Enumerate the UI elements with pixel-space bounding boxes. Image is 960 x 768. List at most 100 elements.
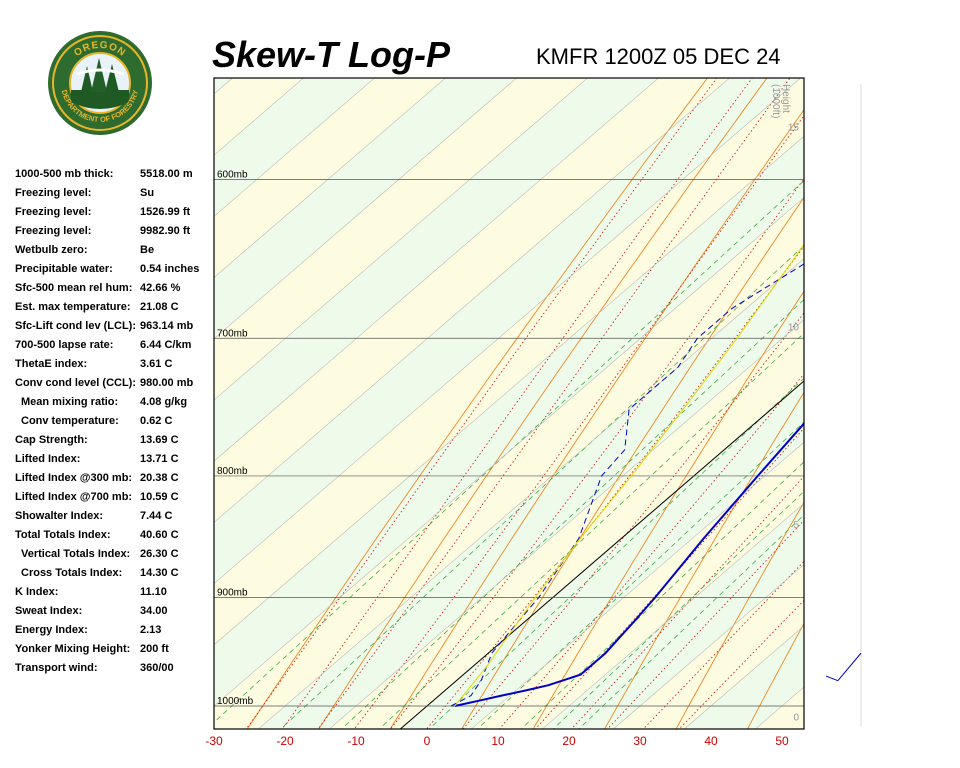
index-value: 2.13 (140, 624, 162, 636)
x-tick-label: 10 (491, 734, 505, 748)
index-row: 700-500 lapse rate: 6.44 C/km (15, 339, 215, 358)
index-label: Mean mixing ratio: (21, 396, 119, 408)
index-row: Mean mixing ratio: 4.08 g/kg (15, 396, 215, 415)
index-label: Total Totals Index: (15, 529, 111, 541)
index-label: Lifted Index @300 mb: (15, 472, 133, 484)
index-label: Precipitable water: (15, 263, 113, 275)
index-label: Freezing level: (15, 206, 92, 218)
pressure-label: 1000mb (217, 696, 254, 707)
index-value: 4.08 g/kg (140, 396, 188, 408)
mixing-ratio-line (280, 245, 804, 729)
index-label: ThetaE index: (15, 358, 88, 370)
height-tick-label: 0 (793, 712, 799, 723)
dry-adiabat (675, 501, 804, 729)
index-label: 1000-500 mb thick: (15, 168, 114, 180)
index-row: Lifted Index: 13.71 C (15, 453, 215, 472)
dry-adiabat (949, 0, 960, 756)
moist-adiabat (389, 177, 804, 729)
moist-adiabat (678, 599, 804, 729)
index-value: Su (140, 187, 155, 199)
index-value: 0.54 inches (140, 263, 200, 275)
index-label: Lifted Index @700 mb: (15, 491, 133, 503)
wind-barb-staff (837, 652, 862, 682)
index-value: 13.69 C (140, 434, 179, 446)
index-value: 40.60 C (140, 529, 179, 541)
temperature-band (214, 197, 804, 729)
index-row: Cap Strength: 13.69 C (15, 434, 215, 453)
index-row: Yonker Mixing Height: 200 ft (15, 643, 215, 662)
pressure-label: 900mb (217, 587, 248, 598)
index-value: 11.10 (140, 586, 167, 598)
index-label: Sfc-Lift cond lev (LCL): (15, 320, 136, 332)
mixing-ratio-line (378, 332, 804, 729)
index-row: Lifted Index @700 mb: 10.59 C (15, 491, 215, 510)
index-value: 7.44 C (140, 510, 173, 522)
height-tick-label: 10 (788, 322, 800, 333)
parcel-line (454, 243, 804, 707)
dry-adiabat (532, 290, 804, 729)
index-value: 5518.00 m (140, 168, 193, 180)
mixing-ratio-line (340, 299, 804, 729)
x-tick-label: -20 (276, 734, 294, 748)
plot-frame (213, 77, 805, 730)
index-row: Est. max temperature: 21.08 C (15, 301, 215, 320)
index-row: Freezing level: 9982.90 ft (15, 225, 215, 244)
wind-barb (825, 652, 862, 682)
index-label: Freezing level: (15, 225, 92, 237)
dry-adiabat (318, 78, 768, 729)
index-label: Est. max temperature: (15, 301, 131, 313)
index-row: Precipitable water: 0.54 inches (15, 263, 215, 282)
index-row: Conv cond level (CCL): 980.00 mb (15, 377, 215, 396)
index-label: Showalter Index: (15, 510, 104, 522)
index-value: 34.00 (140, 605, 168, 617)
wind-barb-flag (825, 675, 839, 682)
index-value: 13.71 C (140, 453, 179, 465)
temperature-line (454, 422, 804, 707)
dry-adiabat (805, 0, 960, 756)
pressure-label: 600mb (217, 169, 248, 180)
freezing-isotherm (399, 380, 804, 729)
x-tick-label: -30 (205, 734, 223, 748)
index-label: Freezing level: (15, 187, 92, 199)
index-row: Freezing level: Su (15, 187, 215, 206)
index-value: 0.62 C (140, 415, 173, 427)
index-label: 700-500 lapse rate: (15, 339, 114, 351)
index-row: Cross Totals Index: 14.30 C (15, 567, 215, 586)
index-value: 200 ft (140, 643, 169, 655)
index-row: Conv temperature: 0.62 C (15, 415, 215, 434)
x-tick-label: 40 (704, 734, 718, 748)
height-tick-label: 15 (788, 122, 800, 133)
index-value: 1526.99 ft (140, 206, 191, 218)
moist-adiabat (534, 427, 804, 729)
index-label: Lifted Index: (15, 453, 81, 465)
station-time-label: KMFR 1200Z 05 DEC 24 (536, 44, 781, 69)
dewpoint-line (450, 263, 804, 707)
isotherm (795, 0, 960, 756)
pressure-label: 800mb (217, 466, 248, 477)
index-label: Sweat Index: (15, 605, 83, 617)
index-value: 20.38 C (140, 472, 179, 484)
index-value: 10.59 C (140, 491, 179, 503)
x-tick-label: 30 (633, 734, 647, 748)
index-label: K Index: (15, 586, 59, 598)
index-value: 3.61 C (140, 358, 173, 370)
isotherm (214, 135, 804, 646)
height-tick-label: 5 (793, 520, 799, 531)
isotherm (328, 319, 804, 729)
x-tick-label: 0 (424, 734, 431, 748)
pressure-label: 700mb (217, 328, 248, 339)
index-value: 963.14 mb (140, 320, 194, 332)
index-row: 1000-500 mb thick: 5518.00 m (15, 168, 215, 187)
dry-adiabat (461, 196, 804, 729)
index-row: Sfc-Lift cond lev (LCL): 963.14 mb (15, 320, 215, 339)
index-value: 26.30 C (140, 548, 179, 560)
x-tick-label: 20 (562, 734, 576, 748)
index-label: Vertical Totals Index: (21, 548, 131, 560)
sounding-series (450, 243, 804, 707)
index-row: ThetaE index: 3.61 C (15, 358, 215, 377)
wind-barbs (825, 84, 862, 726)
index-row: Sweat Index: 34.00 (15, 605, 215, 624)
